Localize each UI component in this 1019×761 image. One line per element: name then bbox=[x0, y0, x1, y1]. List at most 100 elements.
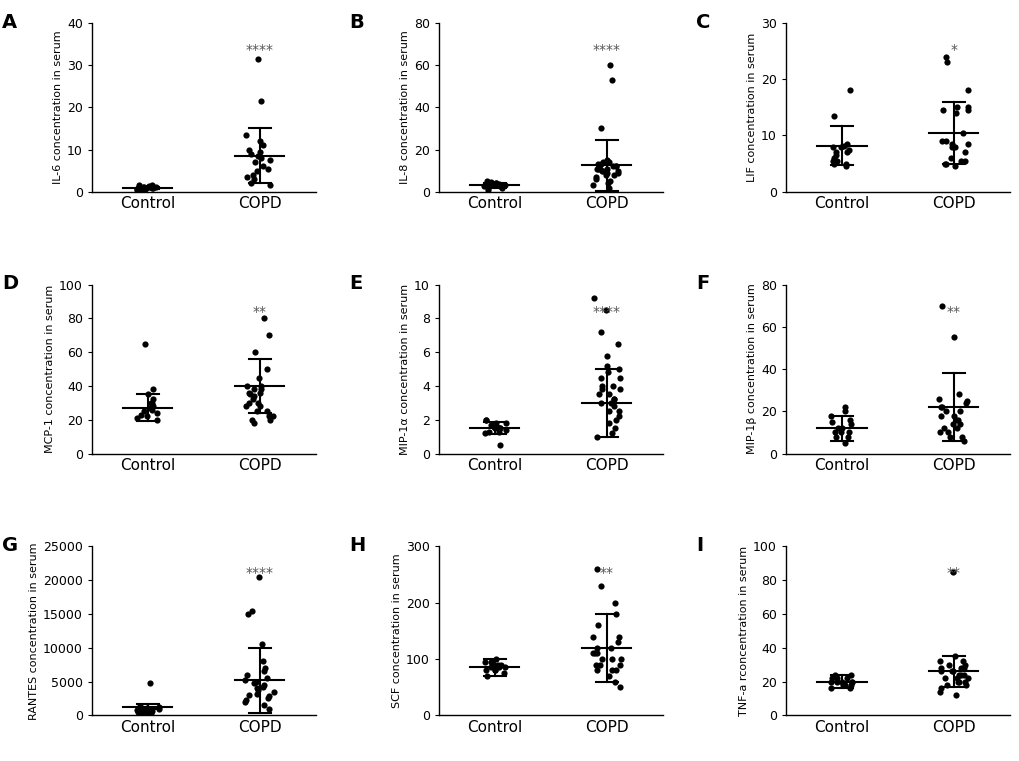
Point bbox=[244, 604, 260, 616]
Point bbox=[837, 437, 853, 449]
Point bbox=[138, 183, 154, 195]
Point bbox=[607, 664, 624, 677]
Point bbox=[493, 181, 510, 193]
Point bbox=[827, 146, 844, 158]
Point bbox=[237, 694, 254, 706]
Point bbox=[837, 401, 853, 413]
Point bbox=[130, 180, 147, 192]
Point bbox=[243, 177, 259, 189]
Point bbox=[141, 181, 157, 193]
Point bbox=[151, 703, 167, 715]
Text: C: C bbox=[696, 13, 710, 32]
Point bbox=[824, 154, 841, 167]
Text: **: ** bbox=[253, 304, 266, 319]
Point bbox=[144, 396, 160, 409]
Point bbox=[600, 405, 616, 417]
Point bbox=[260, 162, 276, 174]
Point bbox=[612, 653, 629, 665]
Point bbox=[936, 50, 953, 62]
Point bbox=[607, 414, 624, 426]
Point bbox=[262, 180, 278, 192]
Point bbox=[600, 417, 616, 429]
Text: ****: **** bbox=[246, 43, 273, 57]
Point bbox=[947, 107, 963, 119]
Point bbox=[486, 658, 502, 670]
Point bbox=[605, 393, 622, 406]
Point bbox=[250, 683, 266, 696]
Text: E: E bbox=[348, 275, 362, 294]
Point bbox=[246, 677, 262, 689]
Point bbox=[598, 167, 614, 179]
Point bbox=[483, 656, 499, 668]
Point bbox=[249, 164, 265, 177]
Point bbox=[476, 180, 492, 193]
Point bbox=[128, 704, 145, 716]
Point bbox=[588, 563, 604, 575]
Point bbox=[601, 175, 618, 187]
Point bbox=[931, 426, 948, 438]
Point bbox=[949, 676, 965, 688]
Point bbox=[255, 655, 271, 667]
Point bbox=[600, 388, 616, 400]
Point bbox=[594, 156, 610, 168]
Point bbox=[827, 431, 844, 443]
Point bbox=[491, 422, 507, 435]
Point bbox=[606, 597, 623, 609]
Text: **: ** bbox=[946, 566, 960, 581]
Point bbox=[948, 101, 964, 113]
Point bbox=[941, 431, 957, 443]
Point bbox=[487, 417, 503, 429]
Point bbox=[837, 679, 853, 691]
Point bbox=[609, 636, 626, 648]
Text: H: H bbox=[348, 537, 365, 556]
Point bbox=[605, 169, 622, 181]
Point bbox=[149, 407, 165, 419]
Point bbox=[600, 156, 616, 168]
Point bbox=[604, 161, 621, 173]
Point bbox=[261, 414, 277, 426]
Point bbox=[947, 161, 963, 173]
Y-axis label: TNF-a rconcentration in serum: TNF-a rconcentration in serum bbox=[738, 546, 748, 716]
Text: G: G bbox=[2, 537, 18, 556]
Point bbox=[482, 176, 498, 188]
Point bbox=[932, 300, 949, 312]
Point bbox=[477, 414, 493, 426]
Point bbox=[477, 427, 493, 439]
Point bbox=[959, 672, 975, 684]
Point bbox=[132, 409, 149, 421]
Point bbox=[486, 180, 502, 192]
Point bbox=[240, 689, 257, 701]
Point bbox=[931, 665, 948, 677]
Point bbox=[246, 390, 262, 403]
Point bbox=[936, 158, 953, 170]
Point bbox=[589, 162, 605, 174]
Point bbox=[490, 661, 506, 673]
Point bbox=[131, 183, 148, 195]
Point bbox=[261, 702, 277, 715]
Point bbox=[838, 146, 854, 158]
Point bbox=[948, 672, 964, 684]
Point bbox=[487, 653, 503, 665]
Point bbox=[245, 169, 261, 181]
Text: *: * bbox=[950, 43, 957, 57]
Point bbox=[485, 419, 501, 431]
Point bbox=[491, 422, 507, 435]
Point bbox=[828, 422, 845, 435]
Point bbox=[128, 412, 145, 424]
Point bbox=[140, 706, 156, 718]
Point bbox=[587, 171, 603, 183]
Point bbox=[947, 141, 963, 153]
Point bbox=[144, 396, 160, 409]
Point bbox=[149, 414, 165, 426]
Point bbox=[255, 679, 271, 691]
Point bbox=[255, 139, 271, 151]
Y-axis label: MCP-1 concentration in serum: MCP-1 concentration in serum bbox=[45, 285, 55, 454]
Point bbox=[145, 181, 161, 193]
Point bbox=[837, 405, 853, 417]
Point bbox=[138, 705, 154, 717]
Point bbox=[246, 384, 262, 396]
Point bbox=[262, 154, 278, 166]
Point bbox=[932, 682, 949, 694]
Point bbox=[607, 161, 624, 173]
Point bbox=[834, 676, 850, 688]
